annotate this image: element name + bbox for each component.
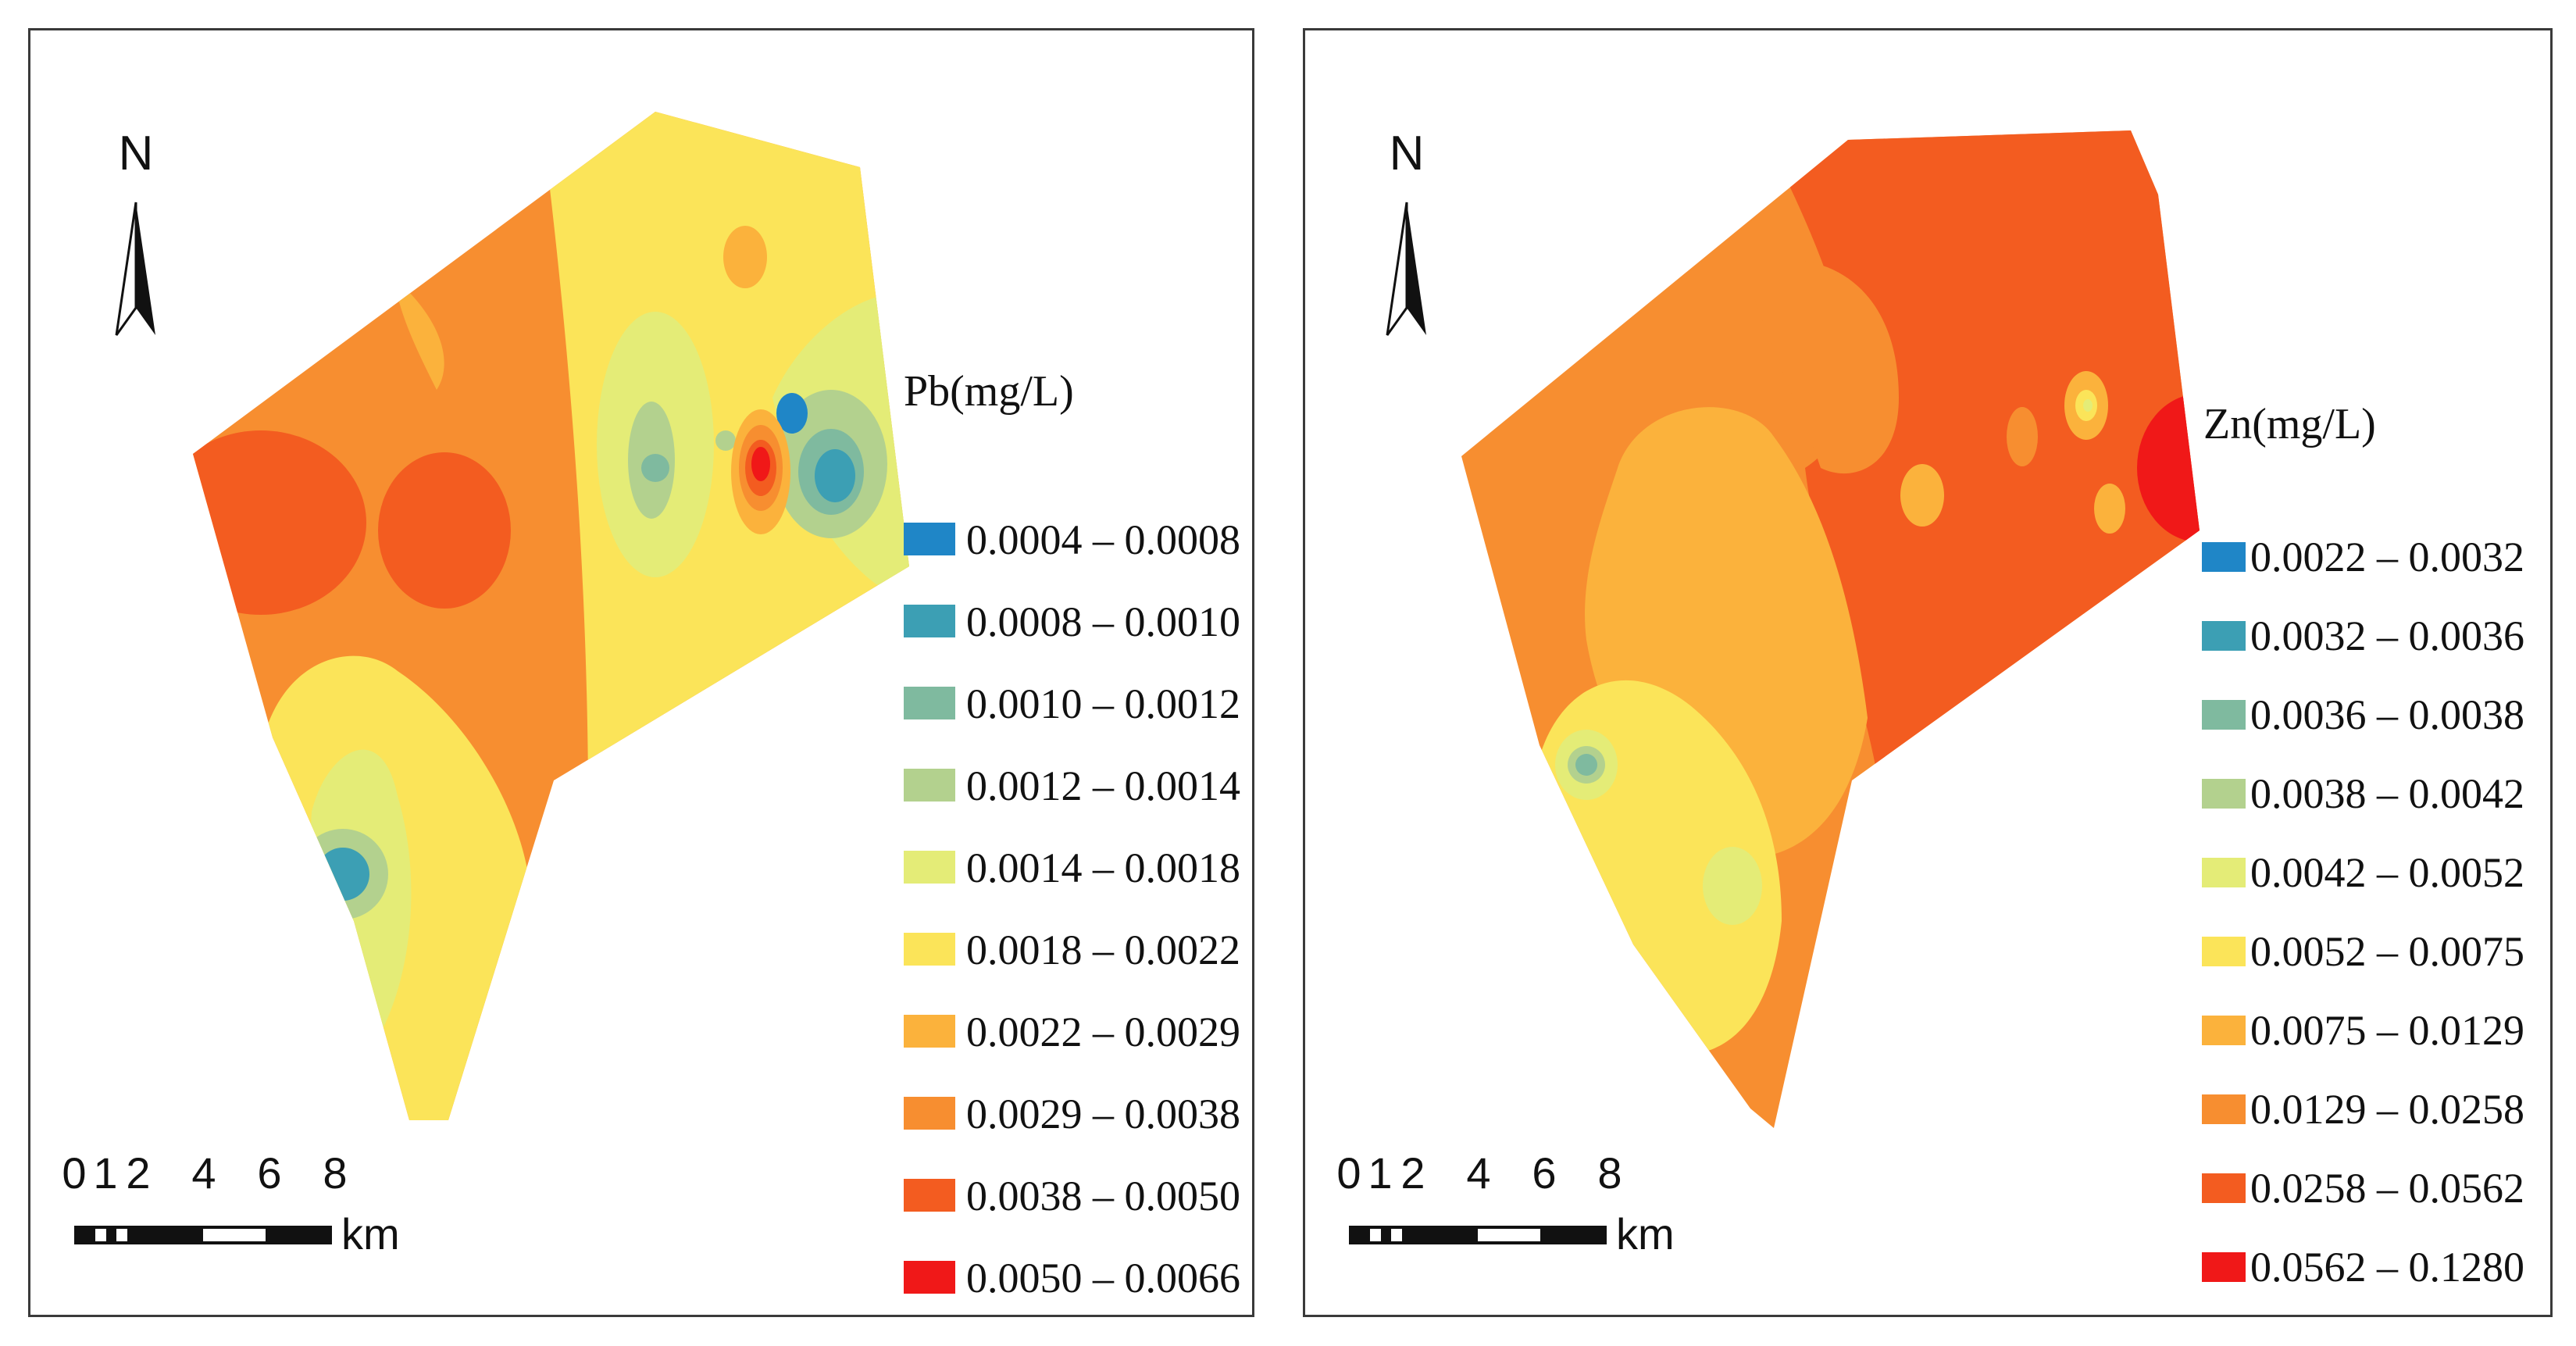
pb-legend-item: 0.0010 – 0.0012 bbox=[904, 680, 1240, 727]
pb-legend-item: 0.0022 – 0.0029 bbox=[904, 1009, 1240, 1055]
pb-scale-tick-8: 8 bbox=[323, 1148, 347, 1198]
pb-legend-swatch bbox=[904, 1261, 955, 1294]
pb-legend-label: 0.0008 – 0.0010 bbox=[966, 598, 1240, 645]
zn-legend-swatch bbox=[2202, 1094, 2246, 1124]
zn-legend-item: 0.0022 – 0.0032 bbox=[2202, 534, 2524, 580]
pb-legend-label: 0.0038 – 0.0050 bbox=[966, 1173, 1240, 1219]
zn-map-panel: N 0 1 2 4 6 8 km bbox=[1303, 28, 2553, 1317]
pb-legend-swatch bbox=[904, 1097, 955, 1130]
zn-legend-label: 0.0032 – 0.0036 bbox=[2250, 612, 2524, 659]
zn-legend-label: 0.0075 – 0.0129 bbox=[2250, 1007, 2524, 1054]
zn-legend-label: 0.0562 – 0.1280 bbox=[2250, 1244, 2524, 1291]
zn-legend-swatch bbox=[2202, 621, 2246, 651]
zn-legend-item: 0.0038 – 0.0042 bbox=[2202, 770, 2524, 817]
zn-legend-label: 0.0258 – 0.0562 bbox=[2250, 1165, 2524, 1212]
zn-scale-tick-0: 0 bbox=[1336, 1148, 1361, 1198]
zn-legend-item: 0.0042 – 0.0052 bbox=[2202, 849, 2524, 896]
zn-concentration-surface bbox=[1461, 130, 2200, 1128]
zn-north-arrow-icon bbox=[1386, 202, 1426, 336]
zn-legend-swatch bbox=[2202, 1173, 2246, 1203]
zn-legend-swatch bbox=[2202, 1016, 2246, 1045]
pb-legend: Pb(mg/L) 0.0004 – 0.0008 0.0008 – 0.0010… bbox=[904, 367, 1240, 1301]
zn-legend-item: 0.0036 – 0.0038 bbox=[2202, 691, 2524, 738]
pb-map-svg: N 0 1 bbox=[62, 112, 1240, 1301]
zn-scale-tick-1: 1 bbox=[1368, 1148, 1392, 1198]
pb-legend-swatch bbox=[904, 933, 955, 966]
pb-scale-tick-4: 4 bbox=[191, 1148, 216, 1198]
zn-map-svg: N 0 1 2 4 6 8 km bbox=[1336, 127, 2524, 1291]
pb-legend-swatch bbox=[904, 851, 955, 884]
pb-legend-item: 0.0014 – 0.0018 bbox=[904, 844, 1240, 891]
pb-scale-tick-0: 0 bbox=[62, 1148, 86, 1198]
zn-legend-label: 0.0129 – 0.0258 bbox=[2250, 1086, 2524, 1133]
pb-legend-label: 0.0012 – 0.0014 bbox=[966, 762, 1240, 809]
pb-map-panel: N 0 1 bbox=[28, 28, 1254, 1317]
zn-legend-label: 0.0036 – 0.0038 bbox=[2250, 691, 2524, 738]
pb-legend-swatch bbox=[904, 769, 955, 802]
pb-legend-item: 0.0008 – 0.0010 bbox=[904, 598, 1240, 645]
zn-legend-label: 0.0022 – 0.0032 bbox=[2250, 534, 2524, 580]
pb-legend-label: 0.0004 – 0.0008 bbox=[966, 516, 1240, 563]
zn-north-label: N bbox=[1390, 127, 1425, 180]
zn-scale-tick-2: 2 bbox=[1400, 1148, 1425, 1198]
zn-legend-label: 0.0042 – 0.0052 bbox=[2250, 849, 2524, 896]
zn-legend-swatch bbox=[2202, 542, 2246, 572]
pb-north-label: N bbox=[119, 127, 154, 180]
zn-legend-swatch bbox=[2202, 779, 2246, 809]
pb-legend-label: 0.0022 – 0.0029 bbox=[966, 1009, 1240, 1055]
pb-scale-tick-1: 1 bbox=[93, 1148, 117, 1198]
pb-scale-unit: km bbox=[341, 1209, 400, 1259]
pb-legend-swatch bbox=[904, 605, 955, 637]
zn-legend-swatch bbox=[2202, 700, 2246, 730]
pb-legend-item: 0.0038 – 0.0050 bbox=[904, 1173, 1240, 1219]
zn-legend-item: 0.0258 – 0.0562 bbox=[2202, 1165, 2524, 1212]
pb-concentration-surface bbox=[193, 112, 909, 1120]
pb-legend-label: 0.0050 – 0.0066 bbox=[966, 1255, 1240, 1301]
pb-legend-swatch bbox=[904, 687, 955, 719]
zn-scale-bar: 0 1 2 4 6 8 km bbox=[1336, 1148, 1674, 1259]
pb-legend-swatch bbox=[904, 1179, 955, 1212]
zn-legend-swatch bbox=[2202, 858, 2246, 887]
zn-scale-tick-8: 8 bbox=[1597, 1148, 1622, 1198]
pb-legend-item: 0.0029 – 0.0038 bbox=[904, 1091, 1240, 1137]
pb-legend-label: 0.0010 – 0.0012 bbox=[966, 680, 1240, 727]
pb-legend-label: 0.0029 – 0.0038 bbox=[966, 1091, 1240, 1137]
pb-scale-tick-2: 2 bbox=[126, 1148, 150, 1198]
zn-legend-swatch bbox=[2202, 1252, 2246, 1282]
zn-legend-item: 0.0129 – 0.0258 bbox=[2202, 1086, 2524, 1133]
zn-scale-unit: km bbox=[1616, 1209, 1675, 1259]
zn-legend-label: 0.0038 – 0.0042 bbox=[2250, 770, 2524, 817]
pb-legend-item: 0.0004 – 0.0008 bbox=[904, 516, 1240, 563]
pb-legend-label: 0.0014 – 0.0018 bbox=[966, 844, 1240, 891]
pb-legend-item: 0.0012 – 0.0014 bbox=[904, 762, 1240, 809]
zn-scale-tick-4: 4 bbox=[1466, 1148, 1490, 1198]
zn-legend-item: 0.0562 – 0.1280 bbox=[2202, 1244, 2524, 1291]
zn-legend-item: 0.0032 – 0.0036 bbox=[2202, 612, 2524, 659]
pb-legend-title: Pb(mg/L) bbox=[904, 367, 1074, 416]
pb-legend-swatch bbox=[904, 523, 955, 555]
pb-legend-item: 0.0018 – 0.0022 bbox=[904, 926, 1240, 973]
pb-scale-tick-6: 6 bbox=[257, 1148, 281, 1198]
zn-legend-item: 0.0052 – 0.0075 bbox=[2202, 928, 2524, 975]
pb-legend-swatch bbox=[904, 1015, 955, 1048]
zn-scale-tick-6: 6 bbox=[1532, 1148, 1556, 1198]
zn-legend-label: 0.0052 – 0.0075 bbox=[2250, 928, 2524, 975]
pb-north-arrow-icon bbox=[115, 202, 155, 336]
pb-legend-label: 0.0018 – 0.0022 bbox=[966, 926, 1240, 973]
pb-legend-item: 0.0050 – 0.0066 bbox=[904, 1255, 1240, 1301]
pb-scale-bar: 0 1 2 4 6 8 km bbox=[62, 1148, 399, 1259]
zn-legend-swatch bbox=[2202, 937, 2246, 966]
zn-legend-item: 0.0075 – 0.0129 bbox=[2202, 1007, 2524, 1054]
zn-legend-title: Zn(mg/L) bbox=[2203, 400, 2376, 448]
zn-legend: Zn(mg/L) 0.0022 – 0.0032 0.0032 – 0.0036… bbox=[2202, 400, 2524, 1291]
